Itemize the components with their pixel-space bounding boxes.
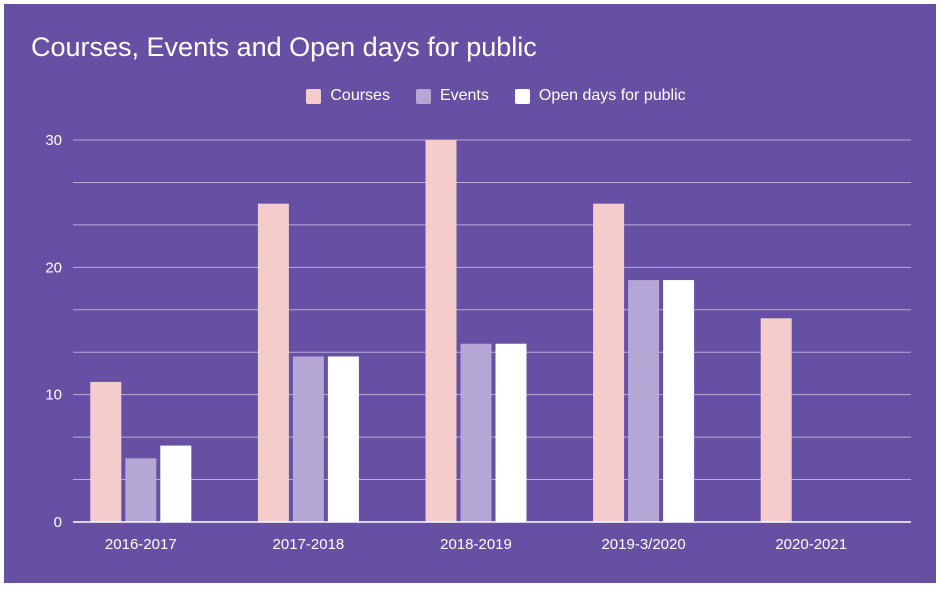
legend-label-open-days: Open days for public bbox=[538, 87, 686, 104]
bar-events-2016-2017[interactable] bbox=[125, 458, 157, 522]
y-axis: 0 10 20 30 bbox=[45, 132, 62, 531]
legend-swatch-open-days bbox=[514, 88, 530, 104]
legend-item-open-days[interactable]: Open days for public bbox=[514, 87, 686, 105]
bar-courses-2017-2018[interactable] bbox=[257, 203, 289, 522]
x-tick-label-2016-2017: 2016-2017 bbox=[105, 536, 177, 553]
legend-swatch-events bbox=[415, 88, 431, 104]
y-tick-label-0: 0 bbox=[54, 514, 62, 531]
legend-swatch-courses bbox=[306, 88, 322, 104]
x-tick-label-2020-2021: 2020-2021 bbox=[775, 536, 847, 553]
legend: Courses Events Open days for public bbox=[0, 87, 940, 105]
y-tick-label-30: 30 bbox=[45, 132, 62, 149]
legend-item-events[interactable]: Events bbox=[415, 87, 489, 105]
bar-courses-2020-2021[interactable] bbox=[760, 318, 792, 522]
x-axis: 2016-2017 2017-2018 2018-2019 2019-3/202… bbox=[105, 536, 847, 553]
y-tick-label-10: 10 bbox=[45, 387, 62, 404]
bar-courses-2018-2019[interactable] bbox=[425, 140, 457, 522]
bar-events-2017-2018[interactable] bbox=[292, 356, 324, 522]
gridlines bbox=[73, 139, 911, 481]
bar-events-2018-2019[interactable] bbox=[460, 343, 492, 522]
bar-events-2019-3-2020[interactable] bbox=[628, 280, 660, 522]
bar-open-days-for-public-2016-2017[interactable] bbox=[160, 445, 192, 522]
bar-courses-2016-2017[interactable] bbox=[90, 381, 122, 522]
x-tick-label-2018-2019: 2018-2019 bbox=[440, 536, 512, 553]
legend-item-courses[interactable]: Courses bbox=[306, 87, 390, 105]
x-tick-label-2017-2018: 2017-2018 bbox=[273, 536, 345, 553]
chart-title: Courses, Events and Open days for public bbox=[31, 32, 537, 62]
bar-open-days-for-public-2018-2019[interactable] bbox=[495, 343, 527, 522]
legend-label-courses: Courses bbox=[330, 87, 390, 104]
x-tick-label-2019-3-2020: 2019-3/2020 bbox=[601, 536, 685, 553]
y-tick-label-20: 20 bbox=[45, 259, 62, 276]
bar-open-days-for-public-2019-3-2020[interactable] bbox=[663, 280, 695, 522]
bar-open-days-for-public-2017-2018[interactable] bbox=[327, 356, 359, 522]
bar-courses-2019-3-2020[interactable] bbox=[593, 203, 625, 522]
legend-label-events: Events bbox=[439, 87, 489, 104]
bars bbox=[90, 140, 792, 522]
